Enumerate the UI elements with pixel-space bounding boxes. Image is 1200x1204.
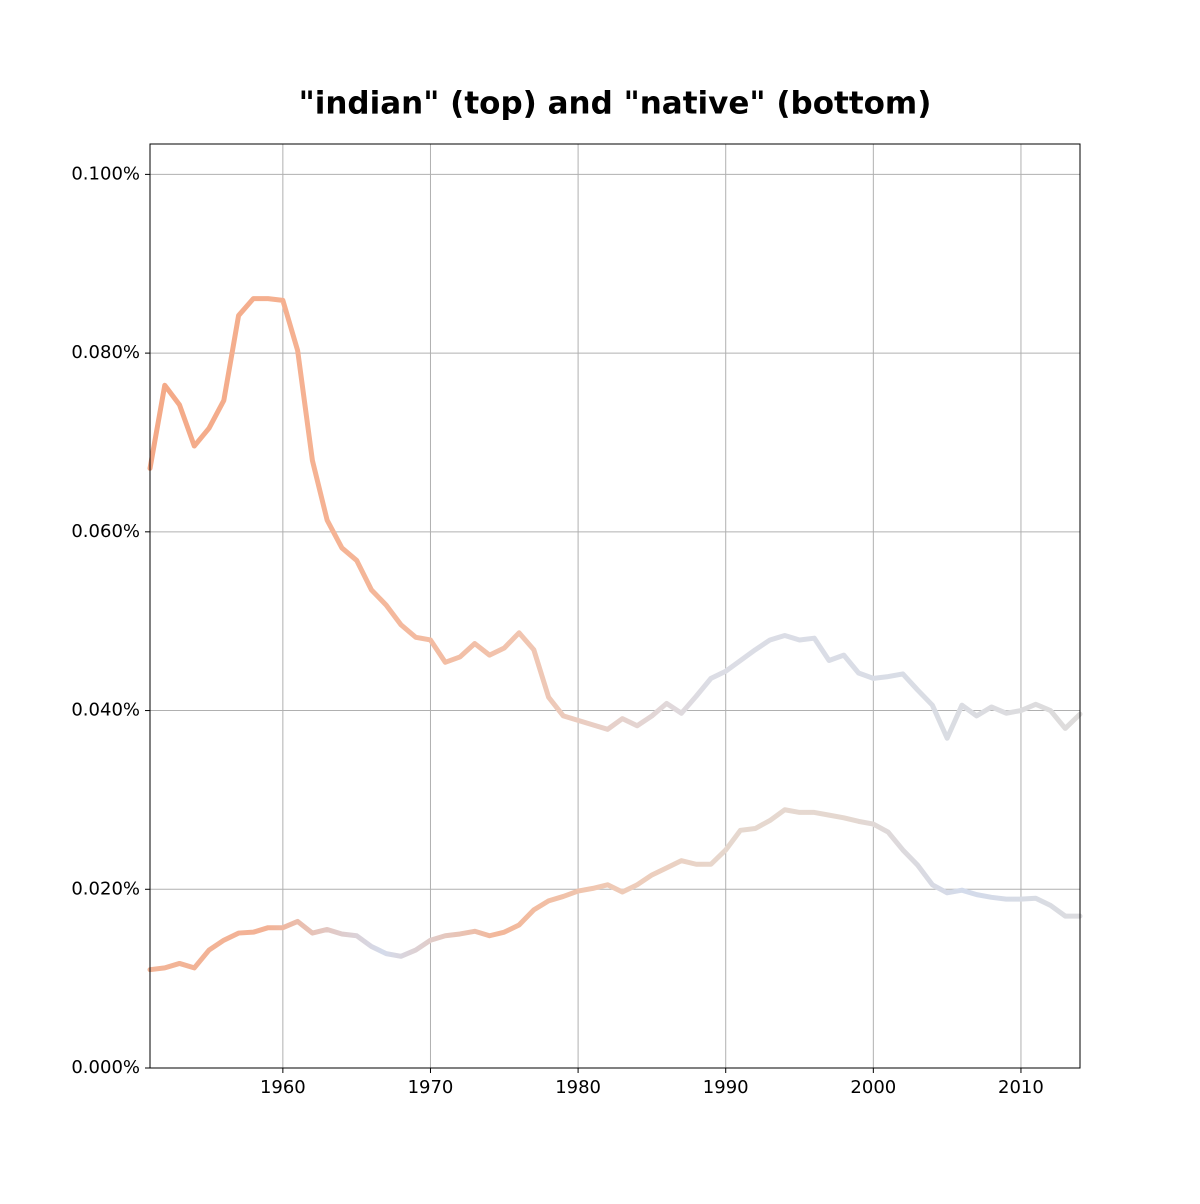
chart-title: "indian" (top) and "native" (bottom) xyxy=(299,86,932,122)
plot-frame xyxy=(149,143,1081,1069)
x-tick-label: 2000 xyxy=(850,1077,896,1098)
y-tick-label: 0.060% xyxy=(71,521,140,542)
y-tick-label: 0.100% xyxy=(71,163,140,184)
series-line xyxy=(147,296,1083,741)
series-line xyxy=(147,807,1083,973)
y-tick-label: 0.080% xyxy=(71,342,140,363)
x-tick-label: 1980 xyxy=(555,1077,601,1098)
y-tick-label: 0.040% xyxy=(71,700,140,721)
x-tick-label: 1990 xyxy=(703,1077,749,1098)
y-tick-label: 0.020% xyxy=(71,878,140,899)
x-tick-label: 1970 xyxy=(408,1077,454,1098)
y-tick-label: 0.000% xyxy=(71,1057,140,1078)
x-tick-label: 1960 xyxy=(260,1077,306,1098)
x-tick-label: 2010 xyxy=(998,1077,1044,1098)
